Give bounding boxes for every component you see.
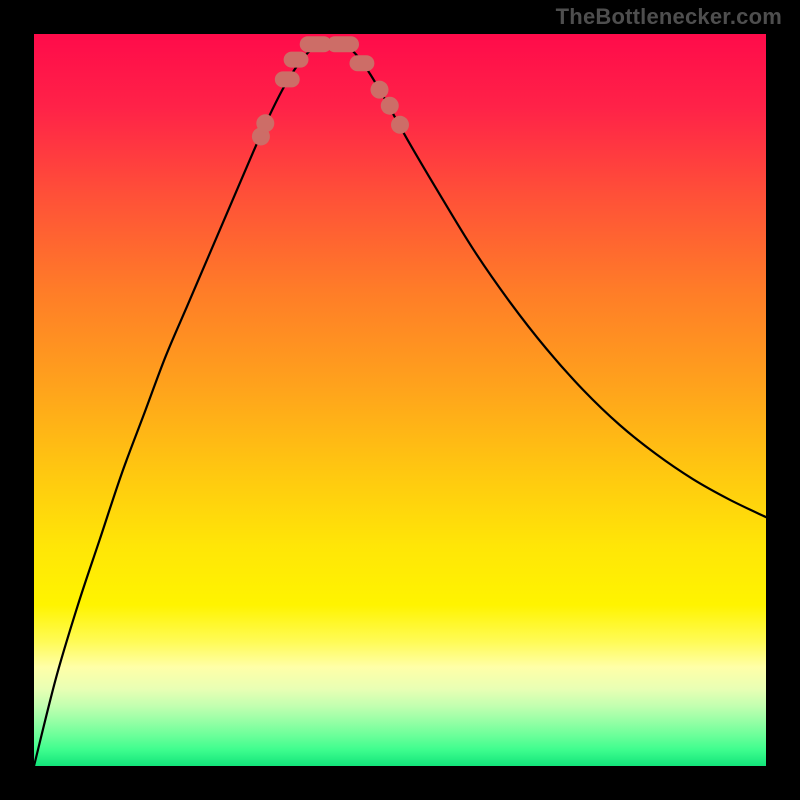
curve-marker bbox=[381, 97, 399, 115]
curve-marker-pill bbox=[275, 71, 300, 87]
curve-marker bbox=[256, 114, 274, 132]
curve-marker-pill bbox=[327, 36, 359, 52]
curve-marker bbox=[391, 116, 409, 134]
curve-marker-pill bbox=[284, 52, 309, 68]
curve-marker bbox=[371, 81, 389, 99]
watermark-text: TheBottlenecker.com bbox=[556, 4, 782, 30]
bottleneck-curve bbox=[34, 39, 766, 766]
curve-marker-pill bbox=[349, 55, 374, 71]
bottleneck-curve-chart bbox=[0, 0, 800, 800]
